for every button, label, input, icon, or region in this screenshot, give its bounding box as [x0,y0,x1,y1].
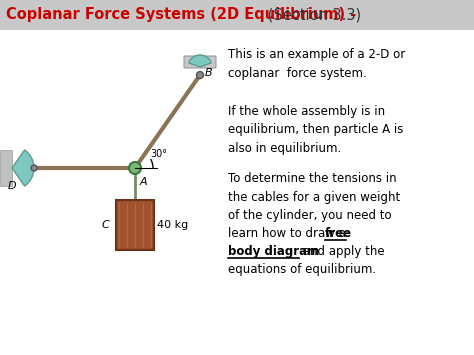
Text: body diagram: body diagram [228,245,319,258]
Wedge shape [12,150,34,186]
Text: To determine the tensions in
the cables for a given weight
of the cylinder, you : To determine the tensions in the cables … [228,172,400,222]
Text: C: C [102,220,110,230]
Circle shape [31,165,37,171]
FancyBboxPatch shape [0,150,12,186]
Text: learn how to draw a: learn how to draw a [228,227,350,240]
Circle shape [197,71,203,78]
Text: 40 kg: 40 kg [157,220,188,230]
Text: (Section 3.3): (Section 3.3) [263,7,361,22]
Text: equations of equilibrium.: equations of equilibrium. [228,263,376,277]
Wedge shape [189,55,211,67]
FancyBboxPatch shape [116,200,154,250]
FancyBboxPatch shape [184,56,216,68]
Text: This is an example of a 2-D or
coplanar  force system.: This is an example of a 2-D or coplanar … [228,48,405,80]
Text: Coplanar Force Systems (2D Equilibrium) -: Coplanar Force Systems (2D Equilibrium) … [6,7,356,22]
Text: free: free [325,227,352,240]
Text: A: A [140,177,147,187]
Text: If the whole assembly is in
equilibrium, then particle A is
also in equilibrium.: If the whole assembly is in equilibrium,… [228,105,403,155]
FancyBboxPatch shape [0,0,474,30]
Text: D: D [8,181,17,191]
Text: B: B [205,68,213,78]
Text: 30°: 30° [150,149,167,159]
Text: and apply the: and apply the [299,245,384,258]
Circle shape [129,162,141,174]
